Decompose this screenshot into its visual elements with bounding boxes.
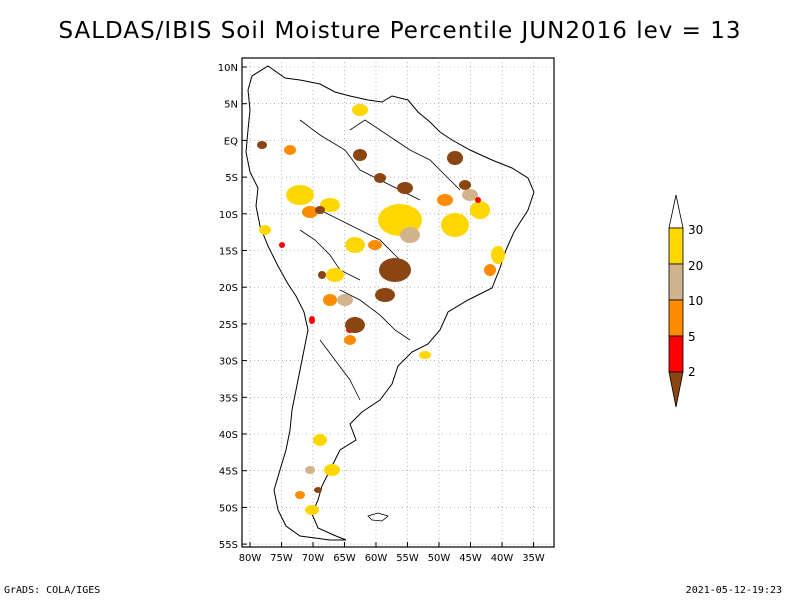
patches-20-30 — [259, 104, 505, 515]
lon-label: 70W — [302, 553, 325, 564]
lat-label: 10N — [218, 63, 238, 74]
colorbar-label-10: 10 — [688, 294, 703, 308]
colorbar-bottom-triangle — [668, 371, 684, 408]
lat-label: 5N — [224, 100, 238, 111]
colorbar-top-triangle — [668, 194, 684, 229]
colorbar-seg-5-10 — [668, 299, 684, 337]
patches-lt-2 — [257, 141, 471, 493]
south-america-outline — [245, 65, 535, 541]
lon-label: 55W — [396, 553, 419, 564]
lat-label: 45S — [219, 467, 238, 478]
lat-label: EQ — [224, 136, 238, 147]
lat-label: 5S — [225, 173, 238, 184]
lat-label: 25S — [219, 320, 238, 331]
falkland-islands — [367, 512, 389, 522]
colorbar-seg-20-30 — [668, 227, 684, 265]
lat-label: 35S — [219, 393, 238, 404]
patches-10-20 — [305, 189, 478, 474]
colorbar-label-20: 20 — [688, 259, 703, 273]
map-title: SALDAS/IBIS Soil Moisture Percentile JUN… — [58, 18, 742, 44]
lat-label: 30S — [219, 357, 238, 368]
footer-timestamp: 2021-05-12-19:23 — [685, 585, 782, 596]
colorbar-label-2: 2 — [688, 365, 696, 379]
longitude-labels: 80W 75W 70W 65W 60W 55W 50W 45W 40W 35W — [239, 553, 545, 564]
country-borders — [299, 119, 461, 401]
lat-label: 10S — [219, 210, 238, 221]
colorbar-seg-10-20 — [668, 263, 684, 301]
lat-label: 40S — [219, 430, 238, 441]
lat-label: 55S — [219, 540, 238, 551]
soil-moisture-patches — [257, 104, 505, 515]
lon-label: 75W — [270, 553, 293, 564]
colorbar-seg-2-5 — [668, 335, 684, 373]
graticule — [242, 58, 554, 547]
latitude-labels: 10N 5N EQ 5S 10S 15S 20S 25S 30S 35S 40S 45S 50S 55S — [218, 63, 238, 551]
lon-label: 50W — [428, 553, 451, 564]
plot-frame — [241, 57, 555, 548]
lon-label: 45W — [459, 553, 482, 564]
lat-label: 15S — [219, 247, 238, 258]
lat-label: 50S — [219, 503, 238, 514]
lat-label: 20S — [219, 283, 238, 294]
lon-label: 60W — [365, 553, 388, 564]
patches-5-10 — [284, 145, 496, 499]
lon-label: 40W — [491, 553, 514, 564]
lon-label: 65W — [333, 553, 356, 564]
colorbar-label-5: 5 — [688, 330, 696, 344]
colorbar: 30 20 10 5 2 — [668, 194, 703, 408]
colorbar-label-30: 30 — [688, 223, 703, 237]
lon-label: 80W — [239, 553, 262, 564]
footer-credit: GrADS: COLA/IGES — [4, 585, 101, 596]
lon-label: 35W — [522, 553, 545, 564]
